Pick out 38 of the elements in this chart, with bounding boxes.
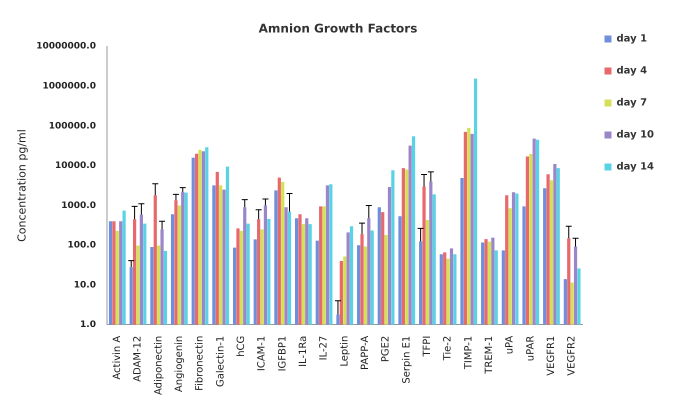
y-tick-label: 100.0 [68, 240, 96, 251]
x-tick-label: Angiogenin [174, 336, 185, 392]
chart-title: Amnion Growth Factors [258, 21, 418, 36]
x-tick-label: PGE2 [380, 336, 392, 362]
y-tick-label: 1000000.0 [42, 82, 96, 92]
x-tick-label: Tie-2 [442, 336, 454, 362]
legend-label: day 14 [616, 162, 654, 173]
x-tick-label: TFPI [422, 336, 434, 358]
x-tick-label: Leptin [339, 336, 350, 367]
x-tick-label: Fibronectin [194, 336, 206, 391]
y-tick-label: 100000.0 [48, 121, 96, 132]
x-tick-label: IL-27 [318, 336, 330, 360]
y-tick-label: 1.0 [80, 320, 96, 330]
x-tick-label: TIMP-1 [463, 336, 474, 370]
y-tick-label: 10000000.0 [36, 42, 96, 52]
x-tick-label: Adiponectin [153, 336, 164, 396]
x-tick-label: IGFBP1 [277, 336, 288, 372]
x-tick-label: ADAM-12 [132, 336, 144, 382]
x-tick-label: Activin A [112, 336, 123, 380]
x-tick-label: TREM-1 [484, 336, 496, 375]
x-tick-label: Galectin-1 [215, 336, 226, 388]
y-axis-title: Concentration pg/ml [15, 129, 28, 242]
x-tick-label: IL-1Ra [298, 336, 309, 367]
y-tick-label: 1000.0 [61, 200, 96, 211]
x-tick-label: VEGFR2 [566, 336, 578, 376]
legend-label: day 1 [616, 34, 648, 45]
y-tick-label: 10000.0 [54, 161, 96, 172]
x-tick-label: ICAM-1 [256, 336, 268, 372]
y-tick-label: 10.0 [74, 280, 96, 290]
legend-label: day 10 [616, 130, 654, 141]
x-tick-label: PAPP-A [360, 336, 371, 370]
x-tick-label: VEGFR1 [546, 336, 558, 376]
x-tick-label: uPAR [525, 336, 536, 362]
x-tick-label: uPA [504, 336, 516, 354]
x-tick-label: hCG [236, 336, 247, 357]
legend-label: day 4 [616, 66, 648, 77]
legend-label: day 7 [616, 98, 648, 109]
x-tick-label: Serpin E1 [401, 336, 412, 384]
